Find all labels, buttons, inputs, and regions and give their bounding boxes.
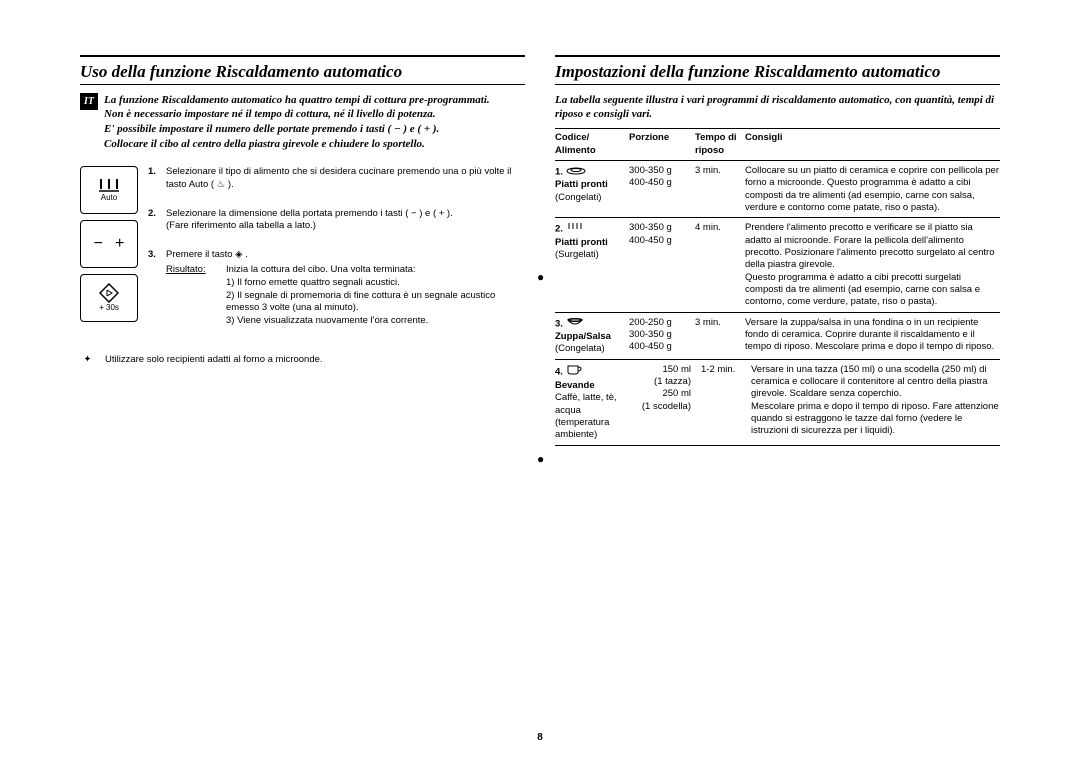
left-section-title: Uso della funzione Riscaldamento automat… (80, 55, 525, 85)
th-advice: Consigli (745, 132, 1000, 157)
plus-icon: + (115, 236, 124, 252)
cell-rest: 3 min. (695, 317, 745, 356)
right-column: Impostazioni della funzione Riscaldament… (555, 55, 1000, 446)
left-intro-text: La funzione Riscaldamento automatico ha … (104, 93, 525, 152)
cell-rest: 1-2 min. (701, 364, 751, 442)
cell-code: 1. Piatti pronti (Congelati) (555, 165, 629, 214)
diamond-start-icon (99, 283, 119, 303)
step-item: 2. Selezionare la dimensione della porta… (148, 208, 525, 234)
plus-minus-button-icon: − + (80, 220, 138, 268)
step-number: 1. (148, 166, 166, 192)
th-rest-l2: riposo (695, 145, 724, 156)
start-label: + 30s (99, 303, 119, 312)
th-code: Codice/Alimento (555, 132, 629, 157)
food-sub: (Congelata) (555, 343, 605, 354)
food-name: Bevande (555, 380, 595, 391)
table-row: 4. Bevande Caffè, latte, tè, acqua (temp… (555, 360, 1000, 446)
table-header: Codice/Alimento Porzione Tempo diriposo … (555, 129, 1000, 161)
note-row: ✦ Utilizzare solo recipienti adatti al f… (80, 354, 525, 365)
cell-portion: 200-250 g 300-350 g 400-450 g (629, 317, 695, 356)
page-number: 8 (0, 732, 1080, 743)
left-content-row: Auto − + + 30s (80, 166, 525, 344)
result-text: Inizia la cottura del cibo. Una volta te… (226, 264, 525, 328)
cell-advice: Versare in una tazza (150 ml) o una scod… (751, 364, 1000, 442)
settings-table: Codice/Alimento Porzione Tempo diriposo … (555, 128, 1000, 446)
food-sub: (Congelati) (555, 192, 601, 203)
code-num: 4. (555, 366, 563, 377)
cell-advice: Prendere l'alimento precotto e verificar… (745, 222, 1000, 308)
cell-code: 4. Bevande Caffè, latte, tè, acqua (temp… (555, 364, 629, 442)
cell-advice: Collocare su un piatto di ceramica e cop… (745, 165, 1000, 214)
th-portion: Porzione (629, 132, 695, 157)
cell-portion: 300-350 g 400-450 g (629, 165, 695, 214)
code-num: 1. (555, 167, 563, 178)
food-name: Zuppa/Salsa (555, 331, 611, 342)
step-number: 2. (148, 208, 166, 234)
th-code-l1: Codice/ (555, 132, 589, 143)
step-text: Selezionare il tipo di alimento che si d… (166, 166, 525, 192)
cell-advice: Versare la zuppa/salsa in una fondina o … (745, 317, 1000, 356)
note-icon: ✦ (80, 354, 95, 365)
th-rest: Tempo di riposo (695, 132, 745, 157)
food-sub: Caffè, latte, tè, acqua (temperatura amb… (555, 392, 617, 440)
table-row: 2. Piatti pronti (Surgelati) 300-350 g 4… (555, 218, 1000, 312)
result-label: Risultato: (166, 264, 226, 328)
step-number: 3. (148, 249, 166, 328)
step3-line1: Premere il tasto ◈ . (166, 249, 248, 260)
left-intro-block: IT La funzione Riscaldamento automatico … (80, 93, 525, 152)
binding-dots: ●● (537, 270, 544, 466)
cell-rest: 4 min. (695, 222, 745, 308)
food-name: Piatti pronti (555, 237, 608, 248)
table-row: 1. Piatti pronti (Congelati) 300-350 g 4… (555, 161, 1000, 218)
code-num: 2. (555, 224, 563, 235)
cell-code: 3. Zuppa/Salsa (Congelata) (555, 317, 629, 356)
step-item: 3. Premere il tasto ◈ . Risultato: Inizi… (148, 249, 525, 328)
step-text: Premere il tasto ◈ . Risultato: Inizia l… (166, 249, 525, 328)
auto-button-icon: Auto (80, 166, 138, 214)
bowl-icon (566, 317, 584, 331)
steps-list: 1. Selezionare il tipo di alimento che s… (148, 166, 525, 344)
cell-rest: 3 min. (695, 165, 745, 214)
right-section-title: Impostazioni della funzione Riscaldament… (555, 55, 1000, 85)
left-column: Uso della funzione Riscaldamento automat… (80, 55, 525, 446)
note-text: Utilizzare solo recipienti adatti al for… (105, 354, 323, 365)
cell-portion: 150 ml (1 tazza) 250 ml (1 scodella) (629, 364, 701, 442)
food-name: Piatti pronti (555, 179, 608, 190)
th-code-l2: Alimento (555, 145, 596, 156)
cell-portion: 300-350 g 400-450 g (629, 222, 695, 308)
start-button-icon: + 30s (80, 274, 138, 322)
food-sub: (Surgelati) (555, 249, 599, 260)
minus-icon: − (94, 236, 103, 252)
steam-icon (97, 177, 121, 193)
cup-icon (566, 364, 582, 380)
plate-icon (566, 165, 586, 179)
cell-code: 2. Piatti pronti (Surgelati) (555, 222, 629, 308)
table-row: 3. Zuppa/Salsa (Congelata) 200-250 g 300… (555, 313, 1000, 360)
step-item: 1. Selezionare il tipo di alimento che s… (148, 166, 525, 192)
th-rest-l1: Tempo di (695, 132, 737, 143)
steam-food-icon (566, 222, 584, 236)
code-num: 3. (555, 318, 563, 329)
control-panel-icons: Auto − + + 30s (80, 166, 136, 344)
manual-page: Uso della funzione Riscaldamento automat… (0, 0, 1080, 763)
step-text: Selezionare la dimensione della portata … (166, 208, 525, 234)
result-row: Risultato: Inizia la cottura del cibo. U… (166, 264, 525, 328)
language-badge: IT (80, 93, 98, 111)
lang-badge-wrap: IT (80, 93, 104, 152)
right-intro-text: La tabella seguente illustra i vari prog… (555, 93, 1000, 123)
auto-label: Auto (101, 193, 117, 202)
